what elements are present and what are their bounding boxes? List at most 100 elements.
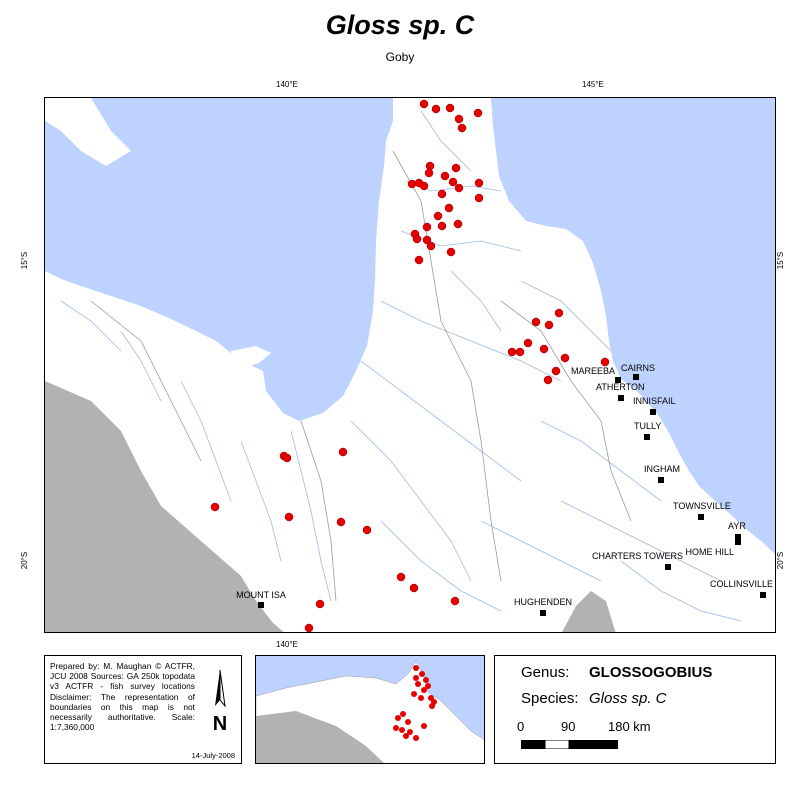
- map-subtitle: Goby: [385, 50, 415, 64]
- inset-record-point: [419, 671, 425, 677]
- coral-sea: [491, 98, 775, 555]
- record-point: [362, 525, 372, 535]
- inset-record-point: [421, 723, 427, 729]
- town-label-atherton: ATHERTON: [596, 382, 645, 392]
- gulf-of-carpentaria: [45, 98, 393, 421]
- species-info-box: Genus: GLOSSOGOBIUS Species: Gloss sp. C…: [494, 655, 776, 764]
- record-point: [600, 357, 610, 367]
- record-point: [437, 221, 447, 231]
- record-point: [473, 108, 483, 118]
- record-point: [544, 320, 554, 330]
- inset-record-point: [421, 687, 427, 693]
- peninsula-land: [45, 98, 131, 166]
- town-label-tully: TULLY: [634, 421, 661, 431]
- town-label-ayr: AYR: [728, 521, 746, 531]
- inset-record-point: [395, 715, 401, 721]
- record-point: [425, 161, 435, 171]
- town-marker: [618, 395, 624, 401]
- town-marker: [650, 409, 656, 415]
- record-point: [554, 308, 564, 318]
- inset-outside-region: [256, 711, 384, 763]
- record-point: [444, 203, 454, 213]
- inset-record-point: [429, 703, 435, 709]
- record-point: [419, 99, 429, 109]
- town-marker: [698, 514, 704, 520]
- tick-bottom-140: 140°E: [276, 640, 298, 649]
- credits-text: Prepared by: M. Maughan © ACTFR, JCU 200…: [50, 661, 195, 733]
- record-point: [422, 222, 432, 232]
- record-point: [336, 517, 346, 527]
- town-label-mareeba: MAREEBA: [571, 366, 615, 376]
- inset-record-point: [393, 725, 399, 731]
- genus-label: Genus:: [521, 664, 570, 681]
- inset-record-point: [413, 665, 419, 671]
- record-point: [551, 366, 561, 376]
- record-point: [515, 347, 525, 357]
- record-point: [210, 502, 220, 512]
- record-point: [454, 183, 464, 193]
- record-point: [396, 572, 406, 582]
- record-point: [315, 599, 325, 609]
- town-marker: [615, 377, 621, 383]
- genus-value: GLOSSOGOBIUS: [589, 664, 713, 681]
- town-label-ingham: INGHAM: [644, 464, 680, 474]
- drainage-boundaries: [90, 150, 632, 602]
- record-point: [282, 453, 292, 463]
- record-point: [448, 177, 458, 187]
- record-point: [523, 338, 533, 348]
- town-marker: [665, 564, 671, 570]
- town-marker: [760, 592, 766, 598]
- town-marker: [633, 374, 639, 380]
- north-arrow-icon: N: [213, 669, 227, 735]
- scale-label-90: 90: [561, 719, 576, 734]
- record-point: [543, 375, 553, 385]
- record-point: [451, 163, 461, 173]
- genus-row: Genus: GLOSSOGOBIUS: [521, 664, 712, 681]
- record-point: [531, 317, 541, 327]
- record-point: [433, 211, 443, 221]
- record-point: [446, 247, 456, 257]
- scale-label-0: 0: [517, 719, 525, 734]
- town-label-townsville: TOWNSVILLE: [673, 501, 731, 511]
- town-label-collinsville: COLLINSVILLE: [710, 579, 773, 589]
- inset-record-point: [399, 727, 405, 733]
- record-point: [437, 189, 447, 199]
- inset-record-point: [413, 735, 419, 741]
- inset-map: [255, 655, 485, 764]
- wellesley-island: [231, 346, 271, 369]
- town-label-cairns: CAIRNS: [621, 363, 655, 373]
- scale-bar: [521, 740, 618, 749]
- credits-box: Prepared by: M. Maughan © ACTFR, JCU 200…: [44, 655, 242, 764]
- west-outside-region: [45, 381, 284, 632]
- inset-record-points: [393, 665, 437, 741]
- town-label-hughenden: HUGHENDEN: [514, 597, 572, 607]
- inset-record-point: [425, 683, 431, 689]
- record-point: [539, 344, 549, 354]
- tick-top-140: 140°E: [276, 80, 298, 89]
- record-point: [284, 512, 294, 522]
- record-point: [304, 623, 314, 632]
- tick-right-15: 15°S: [776, 251, 786, 270]
- town-label-innisfail: INNISFAIL: [633, 396, 676, 406]
- map-title: Gloss sp. C: [325, 10, 475, 40]
- record-point: [426, 241, 436, 251]
- inset-record-point: [400, 711, 406, 717]
- inset-record-point: [403, 733, 409, 739]
- inset-record-point: [413, 675, 419, 681]
- scale-label-180: 180 km: [608, 719, 651, 734]
- record-point: [409, 583, 419, 593]
- record-point: [419, 181, 429, 191]
- inset-record-point: [415, 681, 421, 687]
- town-marker: [644, 434, 650, 440]
- north-label: N: [213, 713, 227, 735]
- species-label: Species:: [521, 690, 579, 707]
- town-label-charters-towers: CHARTERS TOWERS: [592, 551, 683, 561]
- record-point: [440, 171, 450, 181]
- record-point: [407, 179, 417, 189]
- town-marker: [258, 602, 264, 608]
- record-point: [424, 168, 434, 178]
- record-point: [453, 219, 463, 229]
- record-point: [474, 193, 484, 203]
- record-point: [414, 255, 424, 265]
- map-date: 14-July-2008: [191, 751, 235, 760]
